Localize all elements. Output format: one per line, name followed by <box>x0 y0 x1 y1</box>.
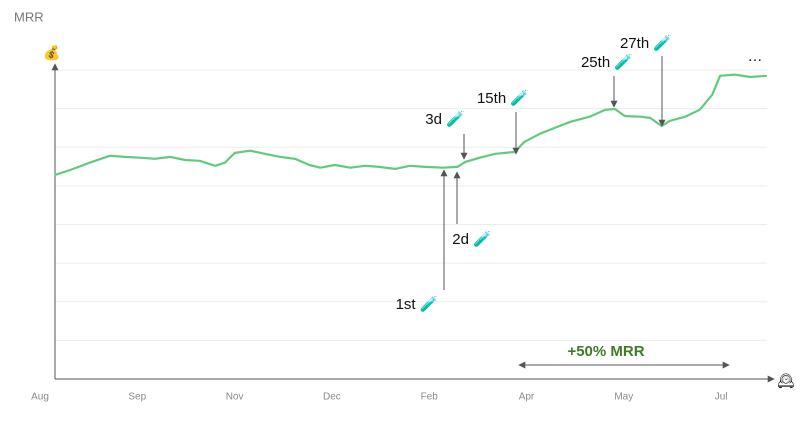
x-tick-label: Apr <box>519 392 535 403</box>
x-tick-label: May <box>614 392 633 403</box>
annotation: 2d 🧪 <box>452 230 492 248</box>
x-tick-label: Feb <box>421 392 439 403</box>
annotation: 3d 🧪 <box>425 110 465 128</box>
y-icon: 💰 <box>43 45 60 62</box>
x-tick-label: Nov <box>226 392 244 403</box>
annotation: … <box>748 48 763 65</box>
x-tick-label: Aug <box>31 392 49 403</box>
range-label: +50% MRR <box>567 343 644 360</box>
data-line <box>54 73 767 177</box>
annotation: 15th 🧪 <box>477 89 529 107</box>
x-icon: 🕰 <box>777 373 795 389</box>
x-tick-label: Sep <box>128 392 146 403</box>
chart-title: MRR <box>14 9 44 24</box>
x-tick-label: Jul <box>715 392 728 403</box>
annotation: 1st 🧪 <box>396 295 439 313</box>
x-tick-label: Dec <box>323 392 341 403</box>
annotation: 27th 🧪 <box>620 34 672 52</box>
annotation: 25th 🧪 <box>581 53 633 71</box>
